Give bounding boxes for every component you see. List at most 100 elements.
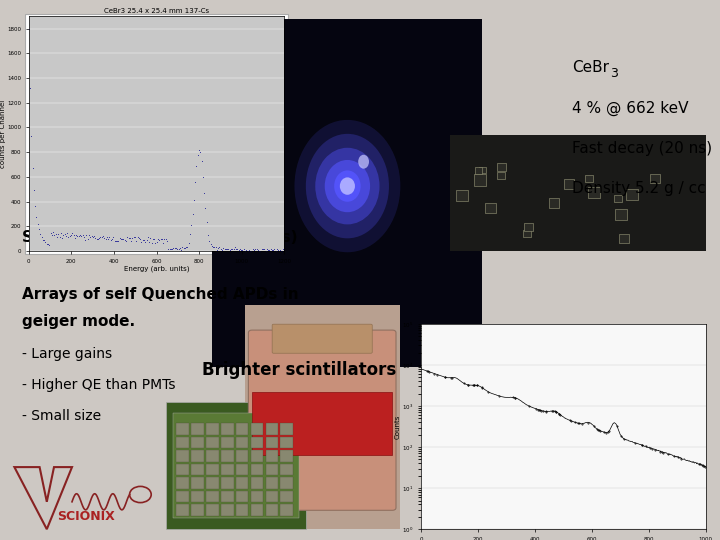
- Bar: [280, 491, 293, 502]
- Point: [222, 245, 234, 253]
- Point: [49, 231, 60, 239]
- Point: [53, 230, 64, 238]
- Point: [237, 246, 248, 254]
- Point: [261, 245, 273, 254]
- Point: [132, 233, 143, 241]
- Point: [55, 228, 66, 237]
- Point: [135, 237, 147, 246]
- Point: [264, 245, 275, 254]
- Point: [27, 163, 38, 172]
- Point: [66, 231, 77, 239]
- Bar: [221, 504, 233, 516]
- Bar: [266, 464, 278, 475]
- Point: [204, 237, 215, 245]
- Bar: [266, 423, 278, 435]
- Bar: [280, 423, 293, 435]
- Point: [228, 245, 239, 253]
- Point: [119, 235, 130, 244]
- Bar: [280, 464, 293, 475]
- Point: [229, 242, 240, 251]
- Bar: [176, 477, 189, 489]
- Point: [100, 235, 112, 244]
- Point: [92, 234, 104, 243]
- Bar: [251, 504, 264, 516]
- Bar: [206, 423, 219, 435]
- Point: [198, 188, 210, 197]
- Point: [209, 243, 220, 252]
- Bar: [206, 491, 219, 502]
- Point: [166, 245, 178, 254]
- Bar: [176, 504, 189, 516]
- Point: [61, 229, 73, 238]
- Point: [123, 233, 135, 242]
- Bar: [266, 504, 278, 516]
- Bar: [221, 423, 233, 435]
- Point: [59, 230, 71, 239]
- Point: [188, 196, 199, 205]
- Bar: [618, 234, 629, 244]
- Point: [99, 233, 110, 242]
- FancyBboxPatch shape: [272, 324, 372, 353]
- Text: geiger mode.: geiger mode.: [22, 314, 135, 329]
- Point: [143, 238, 155, 246]
- Point: [72, 232, 84, 240]
- Text: Brighter scintillators: Brighter scintillators: [202, 361, 396, 379]
- Point: [265, 245, 276, 253]
- Ellipse shape: [334, 171, 361, 202]
- Point: [163, 245, 174, 253]
- Point: [191, 161, 202, 170]
- Point: [130, 233, 141, 242]
- Point: [173, 244, 184, 253]
- Bar: [176, 423, 189, 435]
- Point: [169, 244, 181, 253]
- Point: [230, 244, 242, 253]
- Bar: [474, 174, 486, 186]
- Bar: [251, 437, 264, 448]
- Point: [251, 245, 262, 253]
- Bar: [221, 491, 233, 502]
- Bar: [251, 423, 264, 435]
- Point: [207, 243, 219, 252]
- Point: [184, 230, 196, 239]
- Point: [145, 233, 156, 242]
- Text: Silicon Photomultipliers (SiPms): Silicon Photomultipliers (SiPms): [22, 230, 297, 245]
- Point: [109, 237, 120, 246]
- Point: [105, 236, 117, 245]
- Bar: [221, 450, 233, 462]
- Bar: [206, 477, 219, 489]
- Point: [224, 246, 235, 254]
- Point: [94, 234, 105, 242]
- Point: [155, 234, 166, 243]
- Point: [262, 246, 274, 254]
- Point: [212, 244, 224, 253]
- Point: [181, 242, 193, 251]
- Point: [150, 238, 161, 247]
- Point: [274, 246, 285, 255]
- Point: [87, 233, 99, 241]
- Point: [124, 233, 135, 242]
- Point: [211, 246, 222, 254]
- Point: [227, 245, 238, 254]
- FancyBboxPatch shape: [248, 330, 396, 510]
- Point: [122, 233, 133, 241]
- Point: [97, 232, 109, 241]
- Bar: [524, 223, 533, 231]
- Y-axis label: Counts: Counts: [395, 414, 401, 439]
- Bar: [266, 437, 278, 448]
- Text: SCIONIX: SCIONIX: [57, 510, 114, 523]
- Point: [202, 231, 214, 240]
- Bar: [206, 437, 219, 448]
- Y-axis label: counts per Channel: counts per Channel: [0, 99, 6, 168]
- Point: [174, 244, 186, 253]
- Point: [250, 245, 261, 253]
- Point: [181, 242, 192, 251]
- Point: [158, 239, 169, 248]
- Point: [271, 245, 283, 253]
- Point: [240, 246, 252, 254]
- Bar: [192, 450, 204, 462]
- Point: [110, 237, 122, 246]
- Text: - Large gains: - Large gains: [22, 347, 112, 361]
- Point: [31, 213, 42, 221]
- Point: [278, 245, 289, 253]
- Point: [71, 231, 82, 240]
